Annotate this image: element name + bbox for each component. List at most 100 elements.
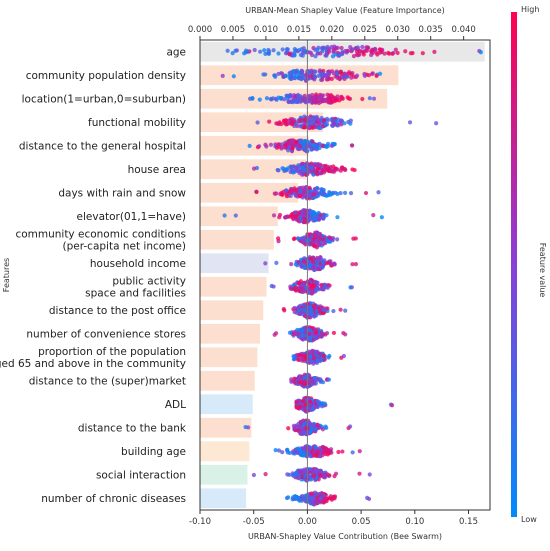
swarm-point [263, 72, 268, 77]
importance-bars [200, 41, 485, 509]
swarm-point [308, 399, 313, 404]
swarm-point [326, 355, 331, 360]
importance-bar-days-with-rain-and-snow [200, 182, 299, 203]
importance-bar-building-age [200, 441, 250, 462]
swarm-point [315, 350, 320, 356]
swarm-point [286, 99, 291, 105]
feature-label-location-1-urban-0-suburban: location(1=urban,0=suburban) [22, 93, 186, 105]
swarm-point [295, 49, 300, 54]
swarm-point [287, 52, 292, 57]
swarm-point [314, 259, 319, 264]
feature-label-distance-to-the-super-market: distance to the (super)market [29, 375, 186, 387]
swarm-point [255, 145, 261, 150]
swarm-point [287, 330, 293, 335]
swarm-point [317, 401, 322, 406]
swarm-point [307, 379, 313, 384]
swarm-point [290, 100, 295, 105]
swarm-point [290, 168, 296, 173]
swarm-point [271, 213, 277, 218]
swarm-point [329, 167, 334, 172]
swarm-point [285, 447, 290, 452]
swarm-point [302, 333, 308, 338]
swarm-point [292, 53, 297, 58]
swarm-point [367, 96, 372, 101]
swarm-point [281, 306, 286, 312]
swarm-point [307, 217, 312, 222]
swarm-point [326, 71, 331, 76]
swarm-point [320, 143, 326, 149]
swarm-point [320, 167, 325, 173]
swarm-point [315, 51, 320, 56]
feature-label-house-area: house area [128, 164, 186, 176]
swarm-point [284, 47, 290, 52]
top-tick-label: 0.010 [254, 25, 278, 35]
swarm-point [296, 93, 301, 99]
swarm-point [316, 121, 322, 127]
swarm-row-house-area [251, 161, 357, 178]
swarm-point [318, 454, 323, 459]
swarm-point [331, 121, 336, 127]
colorbar-low-label: Low [521, 515, 537, 524]
swarm-point [339, 95, 344, 100]
swarm-point [283, 73, 289, 79]
swarm-point [302, 313, 308, 319]
swarm-point [360, 44, 365, 50]
swarm-row-adl [294, 395, 395, 414]
swarm-point [242, 51, 247, 56]
swarm-point [268, 142, 274, 147]
swarm-point [315, 167, 321, 172]
top-axis: 0.000 0.005 0.010 0.015 0.020 0.025 0.030 0.035… [188, 25, 476, 40]
swarm-point [297, 334, 303, 339]
swarm-point [478, 50, 483, 55]
swarm-point [318, 96, 323, 101]
swarm-point [294, 121, 299, 127]
swarm-point [233, 48, 238, 53]
swarm-point [231, 74, 236, 79]
swarm-row-community-population-density [220, 68, 383, 83]
swarm-point [297, 194, 303, 199]
swarm-row-age [225, 44, 483, 59]
swarm-point [331, 330, 337, 336]
swarm-point [281, 145, 286, 150]
feature-label-proportion-of-the-population-aged-65-and-above-in-the-community: proportion of the population aged 65 and … [0, 346, 186, 370]
swarm-point [311, 192, 316, 197]
swarm-point [395, 50, 400, 56]
swarm-point [369, 52, 374, 58]
swarm-point [348, 45, 353, 50]
swarm-point [298, 425, 303, 430]
swarm-point [316, 231, 322, 236]
swarm-point [320, 77, 325, 82]
swarm-point [284, 192, 289, 197]
swarm-point [410, 50, 415, 56]
swarm-point [338, 191, 343, 196]
swarm-point [315, 172, 320, 177]
swarm-point [307, 193, 312, 198]
swarm-point [309, 241, 314, 246]
swarm-point [293, 287, 298, 292]
swarm-point [308, 209, 313, 215]
importance-bar-elevator-01-1-have [200, 206, 278, 227]
swarm-point [314, 452, 319, 457]
feature-label-building-age: building age [121, 446, 186, 458]
swarm-point [263, 261, 268, 266]
swarm-row-location-1-urban-0-suburban [247, 92, 377, 106]
swarm-point [313, 404, 318, 410]
top-tick-label: 0.035 [419, 25, 443, 35]
swarm-point [357, 471, 362, 476]
swarm-point [286, 495, 291, 500]
feature-label-social-interaction: social interaction [96, 469, 186, 481]
swarm-point [366, 496, 372, 502]
swarm-point [255, 120, 260, 125]
swarm-row-distance-to-the-super-market [289, 372, 331, 389]
swarm-point [407, 120, 413, 125]
swarm-point [283, 215, 288, 220]
swarm-point [301, 189, 307, 194]
swarm-point [352, 167, 357, 173]
swarm-point [258, 49, 263, 54]
swarm-point [305, 418, 311, 423]
swarm-point [296, 352, 302, 358]
swarm-row-distance-to-the-bank [243, 418, 353, 437]
swarm-point [337, 121, 342, 126]
swarm-point [314, 263, 319, 268]
swarm-point [306, 310, 311, 316]
